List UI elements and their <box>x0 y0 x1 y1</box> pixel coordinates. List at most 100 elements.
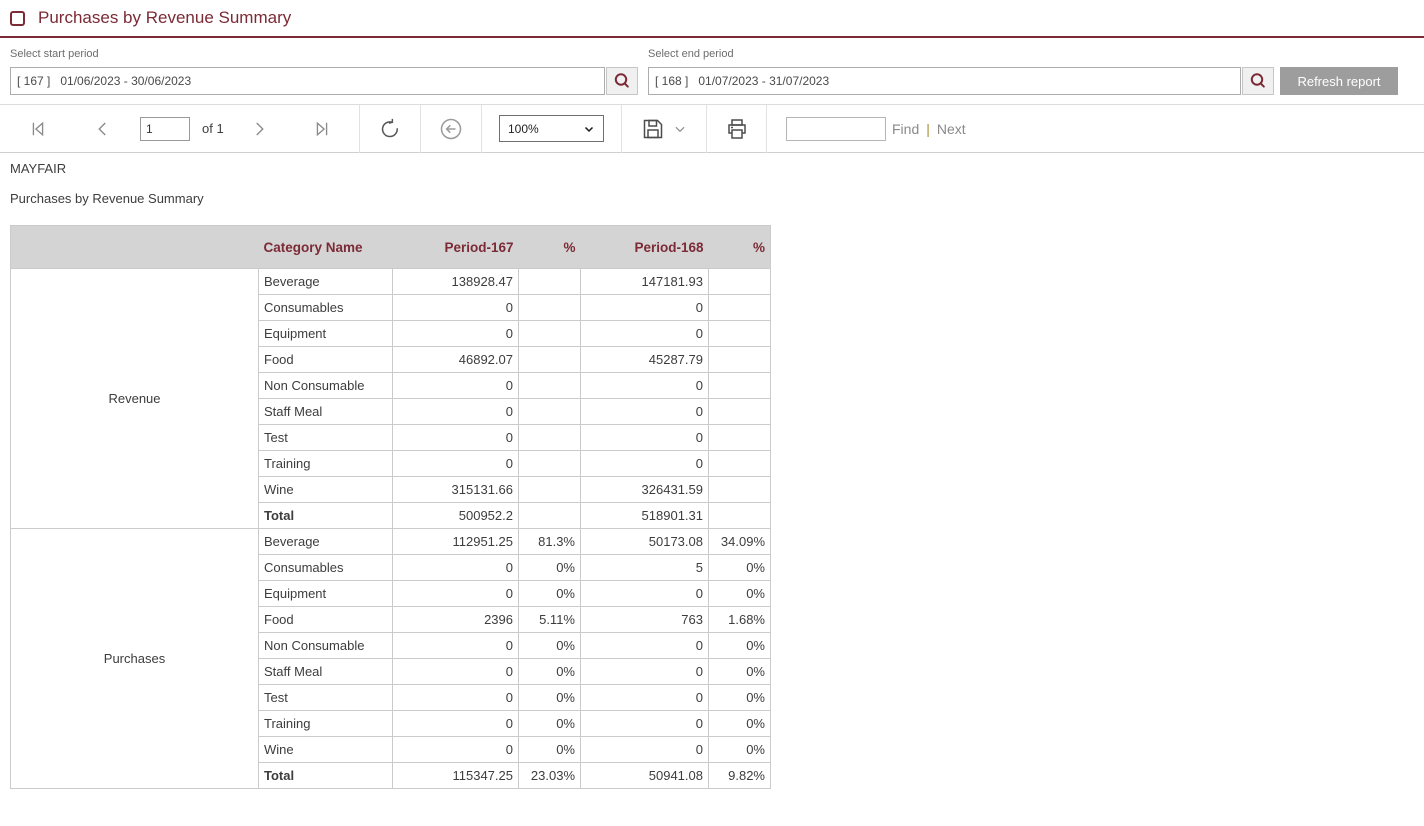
value-cell <box>518 502 581 529</box>
value-cell: 763 <box>580 606 709 633</box>
value-cell: 0% <box>708 580 771 607</box>
first-page-button[interactable] <box>28 119 48 139</box>
value-cell: 0 <box>392 632 519 659</box>
value-cell: 326431.59 <box>580 476 709 503</box>
zoom-select[interactable]: 100% <box>499 115 604 142</box>
table-row: Non Consumable 0 0 <box>11 372 771 399</box>
value-cell <box>518 398 581 425</box>
value-cell: 0% <box>708 684 771 711</box>
value-cell <box>708 294 771 321</box>
print-icon[interactable] <box>725 117 749 141</box>
toolbar-separator <box>359 104 360 153</box>
find-input[interactable] <box>786 116 886 141</box>
last-page-button[interactable] <box>312 119 332 139</box>
report-checkbox-icon[interactable] <box>10 10 25 26</box>
find-next-button[interactable]: Next <box>936 120 966 137</box>
header-percent-2: % <box>708 225 771 269</box>
next-page-button[interactable] <box>250 120 268 138</box>
page-count-label: of 1 <box>202 121 224 136</box>
report-content: MAYFAIR Purchases by Revenue Summary Cat… <box>0 161 1424 789</box>
start-period-input[interactable] <box>10 67 605 95</box>
report-table-body: Revenue Beverage 138928.47 147181.93 Consuma… <box>10 268 771 789</box>
value-cell <box>708 424 771 451</box>
value-cell: 0 <box>392 580 519 607</box>
value-cell: 0 <box>392 554 519 581</box>
category-cell: Staff Meal <box>258 398 393 425</box>
table-row: Staff Meal 0 0% 0 0% <box>11 658 771 685</box>
table-row: Total 115347.25 23.03% 50941.08 9.82% <box>11 762 771 789</box>
category-cell: Training <box>258 710 393 737</box>
print-group <box>707 105 766 153</box>
category-cell: Beverage <box>258 528 393 555</box>
export-group <box>622 105 706 153</box>
back-icon[interactable] <box>439 117 463 141</box>
category-cell: Wine <box>258 736 393 763</box>
save-export-icon[interactable] <box>641 117 665 141</box>
value-cell: 0 <box>392 372 519 399</box>
value-cell: 0 <box>580 684 709 711</box>
value-cell: 2396 <box>392 606 519 633</box>
table-row: Consumables 0 0 <box>11 294 771 321</box>
export-dropdown-chevron-icon[interactable] <box>673 122 687 136</box>
value-cell: 0 <box>392 736 519 763</box>
value-cell: 45287.79 <box>580 346 709 373</box>
value-cell: 81.3% <box>518 528 581 555</box>
category-cell: Wine <box>258 476 393 503</box>
value-cell: 0 <box>392 658 519 685</box>
value-cell <box>708 268 771 295</box>
toolbar-separator <box>420 104 421 153</box>
table-row: Training 0 0% 0 0% <box>11 710 771 737</box>
value-cell: 0 <box>580 632 709 659</box>
group-label-cell: Purchases <box>10 528 259 789</box>
end-period-search-button[interactable] <box>1242 67 1274 95</box>
value-cell: 0% <box>518 684 581 711</box>
value-cell: 5 <box>580 554 709 581</box>
start-period-search-button[interactable] <box>606 67 638 95</box>
find-button[interactable]: Find <box>892 120 920 137</box>
parameters-panel: Select start period Select end period <box>0 38 1424 104</box>
table-row: Equipment 0 0% 0 0% <box>11 580 771 607</box>
value-cell: 0 <box>392 294 519 321</box>
category-cell: Total <box>258 762 393 789</box>
refresh-group <box>360 105 420 153</box>
end-period-label: Select end period <box>648 48 734 60</box>
report-toolbar: of 1 <box>0 104 1424 153</box>
value-cell: 46892.07 <box>392 346 519 373</box>
value-cell: 50941.08 <box>580 762 709 789</box>
value-cell: 0 <box>392 320 519 347</box>
chevron-down-icon <box>583 123 595 135</box>
value-cell: 0 <box>392 684 519 711</box>
header-group-column <box>10 225 259 269</box>
toolbar-separator <box>481 104 482 153</box>
end-period-input[interactable] <box>648 67 1241 95</box>
toolbar-separator <box>766 104 767 153</box>
value-cell: 1.68% <box>708 606 771 633</box>
value-cell: 0% <box>708 736 771 763</box>
value-cell: 0% <box>518 554 581 581</box>
value-cell: 5.11% <box>518 606 581 633</box>
previous-page-button[interactable] <box>94 120 112 138</box>
value-cell: 50173.08 <box>580 528 709 555</box>
category-cell: Test <box>258 684 393 711</box>
value-cell: 0% <box>708 554 771 581</box>
page-number-input[interactable] <box>140 116 190 141</box>
value-cell: 0 <box>392 450 519 477</box>
find-next-separator: | <box>926 120 930 137</box>
table-row: Staff Meal 0 0 <box>11 398 771 425</box>
value-cell: 0% <box>518 632 581 659</box>
magnifier-icon <box>1249 72 1267 90</box>
value-cell: 0 <box>392 710 519 737</box>
value-cell <box>518 372 581 399</box>
table-row: Wine 315131.66 326431.59 <box>11 476 771 503</box>
value-cell: 112951.25 <box>392 528 519 555</box>
find-group: Find | Next <box>767 105 966 153</box>
refresh-report-button[interactable]: Refresh report <box>1280 67 1398 95</box>
category-cell: Non Consumable <box>258 632 393 659</box>
value-cell <box>518 320 581 347</box>
value-cell: 0 <box>580 736 709 763</box>
category-cell: Training <box>258 450 393 477</box>
value-cell: 0 <box>580 580 709 607</box>
category-cell: Food <box>258 606 393 633</box>
value-cell: 0% <box>708 632 771 659</box>
refresh-icon[interactable] <box>379 118 401 140</box>
